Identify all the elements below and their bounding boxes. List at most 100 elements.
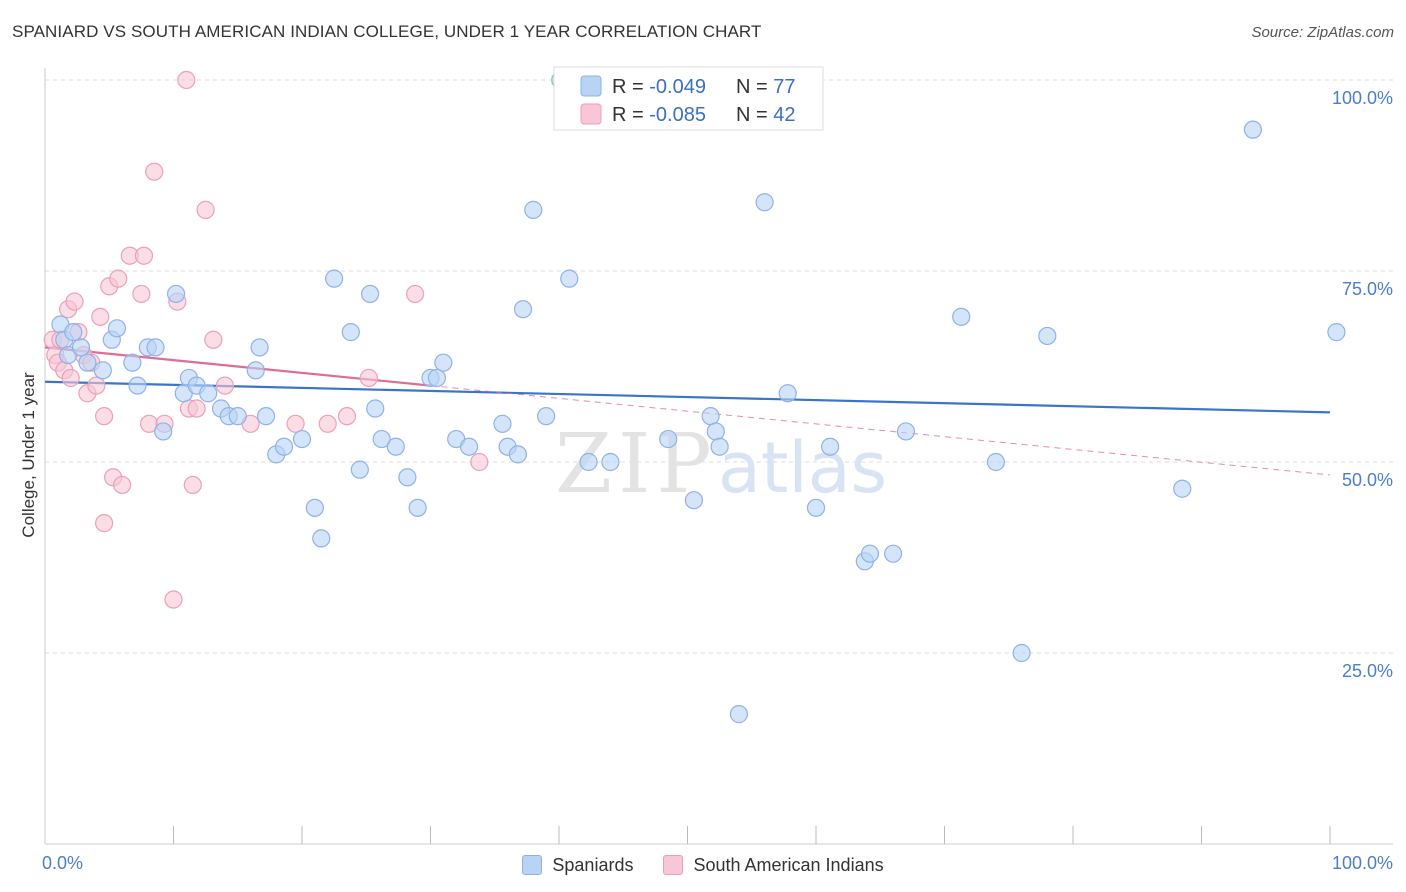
spaniard-point: [1012, 643, 1031, 663]
chart-legend: Spaniards South American Indians: [0, 852, 1406, 878]
south-american-indian-point: [112, 475, 132, 495]
spaniard-point: [64, 323, 83, 342]
watermark-atlas: atlas: [718, 427, 887, 509]
trend-line-south-american-indians: [430, 385, 1331, 476]
spaniard-point: [896, 422, 916, 441]
spaniard-point: [1173, 479, 1192, 498]
spaniard-point: [350, 460, 369, 479]
spaniard-point: [154, 422, 173, 441]
stat-n-value: 77: [773, 76, 795, 98]
stat-r-label: R =: [612, 76, 649, 98]
spaniard-point: [778, 384, 797, 403]
spaniard-point: [860, 544, 880, 563]
legend-item-south-american-indians[interactable]: South American Indians: [663, 854, 884, 876]
spaniard-point: [601, 452, 620, 472]
spaniard-point: [684, 491, 704, 510]
south-american-indian-point: [405, 284, 425, 304]
spaniard-point: [146, 338, 165, 357]
spaniard-point: [71, 338, 91, 357]
spaniard-point: [701, 407, 720, 426]
stats-row-spaniards: R = -0.049: [612, 76, 706, 98]
south-american-indian-point: [196, 200, 215, 219]
chart-title: SPANIARD VS SOUTH AMERICAN INDIAN COLLEG…: [12, 22, 762, 41]
spaniard-point: [78, 353, 97, 372]
spaniard-point: [1243, 120, 1263, 139]
south-american-indian-point: [187, 399, 206, 418]
south-american-indian-point: [134, 246, 154, 265]
south-american-indian-point: [318, 414, 337, 433]
stats-row-south-american-indians: R = -0.085: [612, 104, 706, 126]
source-label: Source: ZipAtlas.com: [1251, 24, 1394, 41]
spaniard-point: [123, 353, 142, 372]
south-american-indian-point: [204, 330, 223, 349]
stat-r-value: -0.085: [649, 104, 706, 126]
south-american-indian-point: [145, 162, 164, 181]
spaniard-point: [398, 468, 417, 487]
spaniard-point: [729, 705, 749, 724]
y-tick-label: 75.0%: [1342, 279, 1393, 299]
spaniard-point: [228, 407, 247, 426]
spaniard-point: [325, 269, 344, 288]
spaniard-point: [560, 269, 579, 288]
legend-swatch-south-american-indians: [663, 855, 684, 875]
south-american-indian-point: [132, 284, 151, 304]
south-american-indian-point: [177, 70, 196, 90]
spaniard-point: [1038, 326, 1057, 346]
spaniard-point: [366, 399, 385, 418]
stats-n-south-american-indians: N = 42: [736, 104, 796, 126]
stat-n-label: N =: [736, 104, 773, 126]
watermark: ZIP atlas: [555, 417, 887, 512]
spaniard-point: [986, 452, 1006, 472]
south-american-indian-point: [215, 376, 234, 395]
spaniard-point: [107, 319, 127, 338]
spaniard-point: [434, 353, 453, 372]
spaniard-point: [312, 529, 331, 548]
spaniard-point: [274, 437, 294, 456]
south-american-indian-point: [183, 475, 202, 495]
spaniard-point: [537, 407, 556, 426]
stat-r-value: -0.049: [649, 76, 706, 98]
legend-label-spaniards: Spaniards: [552, 854, 634, 875]
south-american-indian-point: [359, 368, 378, 388]
x-tick-label: 100.0%: [1332, 853, 1393, 873]
south-american-indian-point: [95, 407, 114, 426]
spaniard-point: [513, 300, 533, 319]
spaniard-point: [427, 368, 447, 388]
spaniard-point: [459, 437, 479, 456]
spaniard-point: [508, 445, 527, 464]
spaniard-point: [166, 284, 186, 304]
y-tick-label: 50.0%: [1342, 470, 1393, 490]
spaniard-point: [659, 429, 678, 449]
south-american-indian-point: [470, 452, 489, 472]
spaniard-point: [579, 452, 598, 472]
spaniard-point: [199, 384, 218, 403]
spaniard-point: [821, 437, 840, 456]
trend-line-spaniards: [44, 380, 1331, 414]
legend-item-spaniards[interactable]: Spaniards: [522, 855, 633, 876]
stats-swatch-spaniards: [580, 75, 602, 97]
x-tick-labels: 0.0% 100.0%: [42, 853, 1393, 873]
legend-swatch-spaniards: [522, 855, 543, 875]
south-american-indian-point: [109, 269, 128, 288]
spaniard-point: [710, 437, 729, 456]
south-american-indian-point: [164, 590, 183, 609]
spaniard-points: [51, 70, 1346, 724]
x-tick-label: 0.0%: [42, 853, 83, 873]
spaniard-point: [386, 437, 405, 456]
spaniard-point: [493, 414, 512, 433]
legend-label-south-american-indians: South American Indians: [693, 854, 884, 875]
south-american-indian-point: [91, 307, 110, 326]
y-tick-label: 100.0%: [1332, 88, 1393, 108]
south-american-indian-point: [337, 407, 357, 426]
south-american-indian-point: [95, 514, 114, 533]
spaniard-point: [128, 376, 147, 395]
y-tick-label: 25.0%: [1342, 661, 1393, 681]
stats-n-spaniards: N = 77: [736, 76, 796, 98]
y-axis-title: College, Under 1 year: [19, 372, 38, 538]
south-american-indian-point: [286, 414, 305, 433]
south-american-indian-point: [87, 376, 106, 395]
spaniard-point: [952, 307, 971, 326]
spaniard-point: [1327, 323, 1346, 342]
spaniard-point: [755, 193, 774, 212]
